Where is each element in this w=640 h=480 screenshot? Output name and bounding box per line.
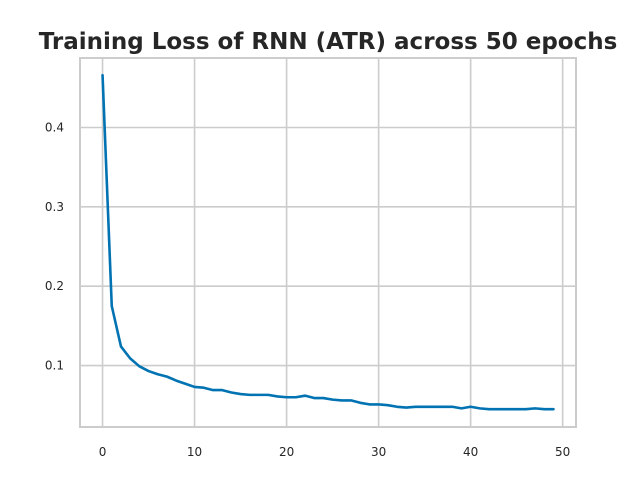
tick-labels: 0 10 20 30 40 50 0.1 0.2 0.3 0.4: [45, 120, 570, 459]
x-tick-label: 50: [555, 445, 570, 459]
chart-title: Training Loss of RNN (ATR) across 50 epo…: [39, 29, 618, 55]
x-tick-label: 40: [463, 445, 478, 459]
series-layer: [101, 73, 555, 411]
plot-frame: [79, 57, 577, 428]
grid: [80, 58, 576, 427]
loss-series-line: [101, 73, 555, 411]
x-tick-label: 0: [99, 445, 107, 459]
y-tick-label: 0.4: [45, 120, 64, 134]
y-tick-label: 0.2: [45, 279, 64, 293]
y-tick-label: 0.3: [45, 200, 64, 214]
x-tick-label: 20: [279, 445, 294, 459]
x-tick-label: 10: [187, 445, 202, 459]
y-tick-label: 0.1: [45, 359, 64, 373]
x-tick-label: 30: [371, 445, 386, 459]
plot-background: [80, 58, 576, 427]
